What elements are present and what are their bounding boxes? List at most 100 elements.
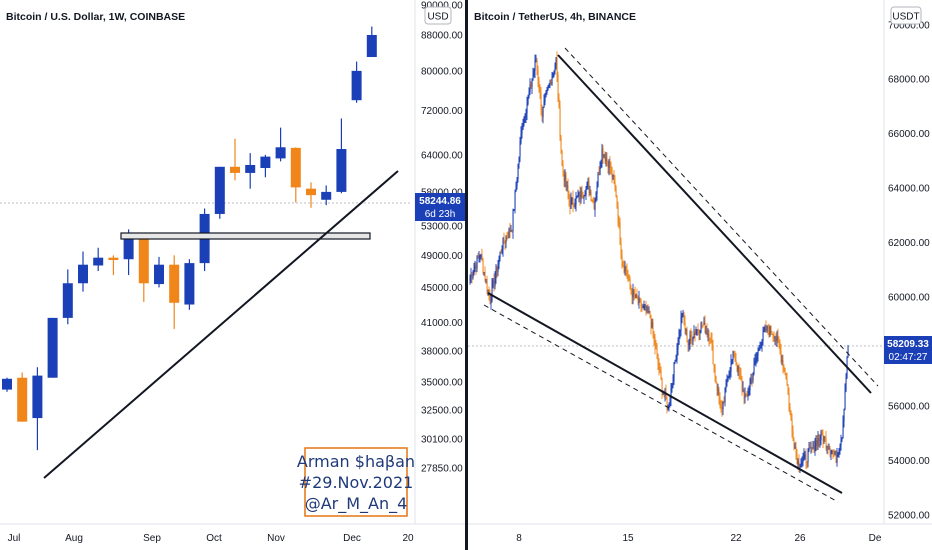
candle [511,229,513,233]
y-tick-label: 80000.00 [421,66,463,77]
candle [477,252,479,259]
candle [523,116,525,127]
y-tick-label: 72000.00 [421,106,463,117]
y-tick-label: 27850.00 [421,464,463,475]
candle [549,79,551,89]
right-currency-label[interactable]: USDT [892,12,919,23]
candle [757,347,759,362]
candle [795,441,797,460]
candle [587,177,589,190]
x-tick-label: De [869,533,882,544]
candle [474,260,476,273]
candle [93,247,104,272]
candle [645,300,647,316]
candle [792,425,794,441]
candle [737,365,739,376]
candle [637,295,639,306]
candle [720,400,722,413]
candle [199,208,210,272]
candle [62,269,73,325]
candle [778,336,780,349]
candle [32,367,43,451]
candle [690,328,692,344]
candle [643,300,645,311]
candle [565,171,567,191]
candle [496,265,498,278]
candle [154,256,164,288]
candle [715,375,717,384]
candle [781,354,783,366]
candle [661,377,663,400]
candle [658,358,660,376]
left-currency-label[interactable]: USD [427,12,448,23]
candle [733,350,735,358]
candle [544,92,546,106]
candle [497,260,499,277]
pane-separator[interactable] [465,0,468,550]
candle [476,255,478,273]
candle [774,335,776,346]
candle [639,297,641,303]
candle [541,104,543,122]
candle [548,83,550,89]
candle [576,195,578,199]
x-tick-label: 8 [516,533,522,544]
candle [712,339,714,365]
candle [729,366,731,380]
candle [569,194,571,215]
candle [552,72,554,79]
candle [479,254,481,263]
candle [245,153,256,189]
candle [728,370,730,379]
candle [759,341,761,351]
candle [842,415,844,439]
candle [510,224,512,232]
candle [579,186,581,206]
candle [659,362,661,374]
candle [771,330,773,336]
candle [472,270,474,280]
candle [840,434,842,451]
candle [695,326,697,336]
candle [805,448,807,469]
candle [566,181,568,192]
candle [603,153,605,159]
candle [631,288,633,305]
y-tick-label: 60000.00 [888,293,930,304]
candle [469,274,471,285]
candle [559,100,561,141]
candle [845,373,847,393]
candle [650,314,652,335]
candle [634,286,636,300]
candle [694,329,696,342]
candle [731,358,733,365]
right-pane: Bitcoin / TetherUS, 4h, BINANCE 70000.00… [468,0,932,544]
candle [512,208,514,239]
candle [546,86,548,95]
candle [670,383,672,406]
candle [616,195,618,209]
y-tick-label: 64000.00 [888,184,930,195]
candle [768,323,770,338]
candle [108,255,119,276]
candle [573,202,575,208]
candle [642,304,644,309]
candle [613,170,615,185]
candle [802,452,804,467]
candle [574,198,576,210]
candle [533,68,535,78]
candle [762,326,764,346]
candle [540,86,542,116]
watermark-name: Arman $haβan [297,452,415,471]
candle [789,402,791,416]
candle [624,261,626,276]
candle [17,372,28,422]
candle [764,324,766,333]
candle [588,176,590,197]
candle [230,138,240,181]
candle [680,310,682,337]
y-tick-label: 45000.00 [421,283,463,294]
candle [606,152,608,167]
candle [672,374,674,389]
